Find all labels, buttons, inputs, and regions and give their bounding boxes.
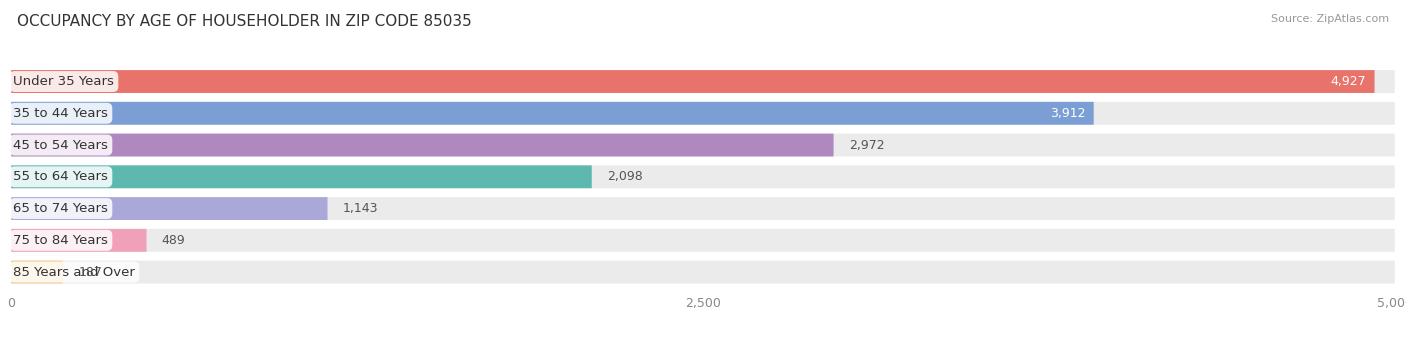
Text: 85 Years and Over: 85 Years and Over: [14, 266, 135, 278]
Text: 1,143: 1,143: [343, 202, 378, 215]
Text: 2,098: 2,098: [607, 170, 643, 183]
Text: 2,972: 2,972: [849, 138, 884, 152]
Text: 55 to 64 Years: 55 to 64 Years: [14, 170, 108, 183]
Text: 489: 489: [162, 234, 186, 247]
Text: 3,912: 3,912: [1050, 107, 1085, 120]
Text: 4,927: 4,927: [1330, 75, 1367, 88]
FancyBboxPatch shape: [11, 134, 1395, 156]
Text: 45 to 54 Years: 45 to 54 Years: [14, 138, 108, 152]
FancyBboxPatch shape: [11, 70, 1375, 93]
Text: OCCUPANCY BY AGE OF HOUSEHOLDER IN ZIP CODE 85035: OCCUPANCY BY AGE OF HOUSEHOLDER IN ZIP C…: [17, 14, 471, 29]
FancyBboxPatch shape: [11, 229, 146, 252]
Text: 187: 187: [79, 266, 103, 278]
FancyBboxPatch shape: [11, 261, 63, 284]
FancyBboxPatch shape: [11, 102, 1094, 125]
FancyBboxPatch shape: [11, 229, 1395, 252]
FancyBboxPatch shape: [11, 197, 328, 220]
FancyBboxPatch shape: [11, 197, 1395, 220]
FancyBboxPatch shape: [11, 165, 592, 188]
Text: Source: ZipAtlas.com: Source: ZipAtlas.com: [1271, 14, 1389, 23]
FancyBboxPatch shape: [11, 261, 1395, 284]
Text: 35 to 44 Years: 35 to 44 Years: [14, 107, 108, 120]
FancyBboxPatch shape: [11, 102, 1395, 125]
Text: Under 35 Years: Under 35 Years: [14, 75, 114, 88]
Text: 65 to 74 Years: 65 to 74 Years: [14, 202, 108, 215]
FancyBboxPatch shape: [11, 165, 1395, 188]
Text: 75 to 84 Years: 75 to 84 Years: [14, 234, 108, 247]
FancyBboxPatch shape: [11, 70, 1395, 93]
FancyBboxPatch shape: [11, 134, 834, 156]
